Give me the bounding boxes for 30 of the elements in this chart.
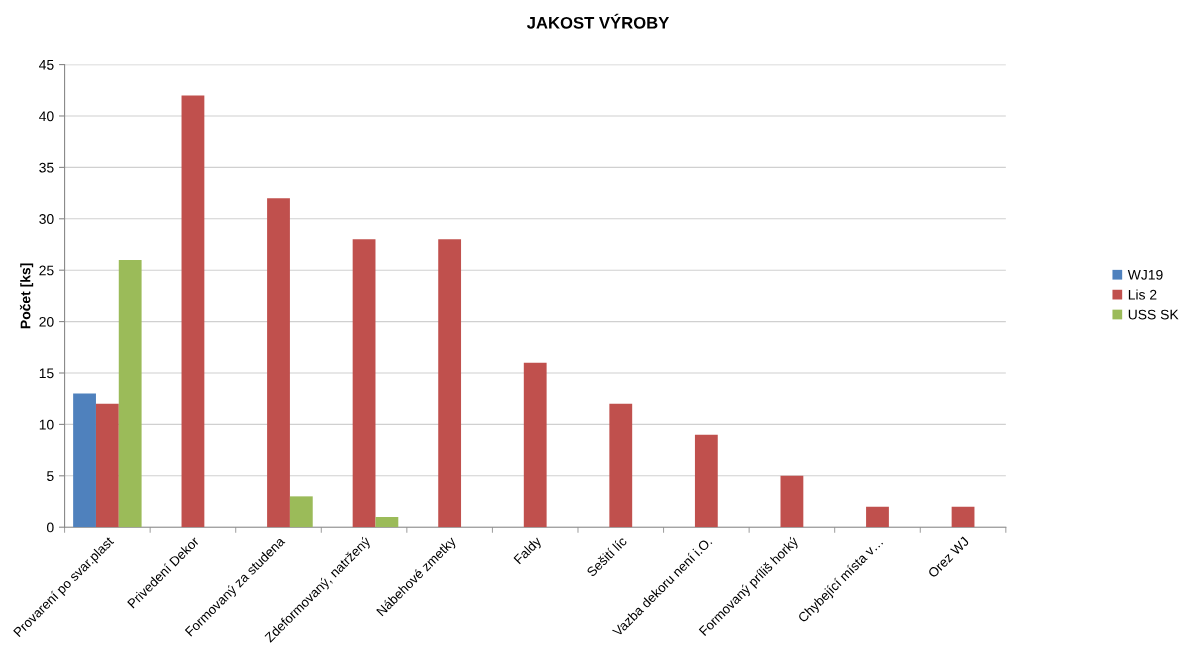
legend-label: WJ19 [1127,269,1163,280]
y-tick-label: 5 [47,471,54,481]
bar [694,434,718,528]
y-tick-label: 40 [39,111,54,122]
bar [352,239,376,528]
y-tick-label: 0 [46,522,54,533]
bar [951,506,975,528]
y-tick-label: 20 [39,316,54,327]
y-tick-label: 30 [39,214,54,224]
bar [181,95,205,528]
chart-title: JAKOST VÝROBY [526,13,670,29]
bar [609,403,633,528]
bar [289,496,313,528]
bar [866,506,889,528]
bar [780,475,804,528]
bar [375,516,399,528]
y-tick-label: 25 [39,265,54,276]
bar [438,239,462,528]
y-tick-label: 10 [39,419,54,430]
bar [73,393,96,528]
bar [523,362,547,528]
legend-label: USS SK [1128,309,1179,320]
y-tick-label: 15 [39,368,54,379]
legend-label: Lis 2 [1128,289,1157,300]
bar [95,403,119,528]
y-tick-label: 45 [39,60,54,70]
bar [267,198,290,528]
bar [118,259,142,528]
y-axis-title: Počet [ks] [19,263,34,329]
y-tick-label: 35 [39,162,54,173]
